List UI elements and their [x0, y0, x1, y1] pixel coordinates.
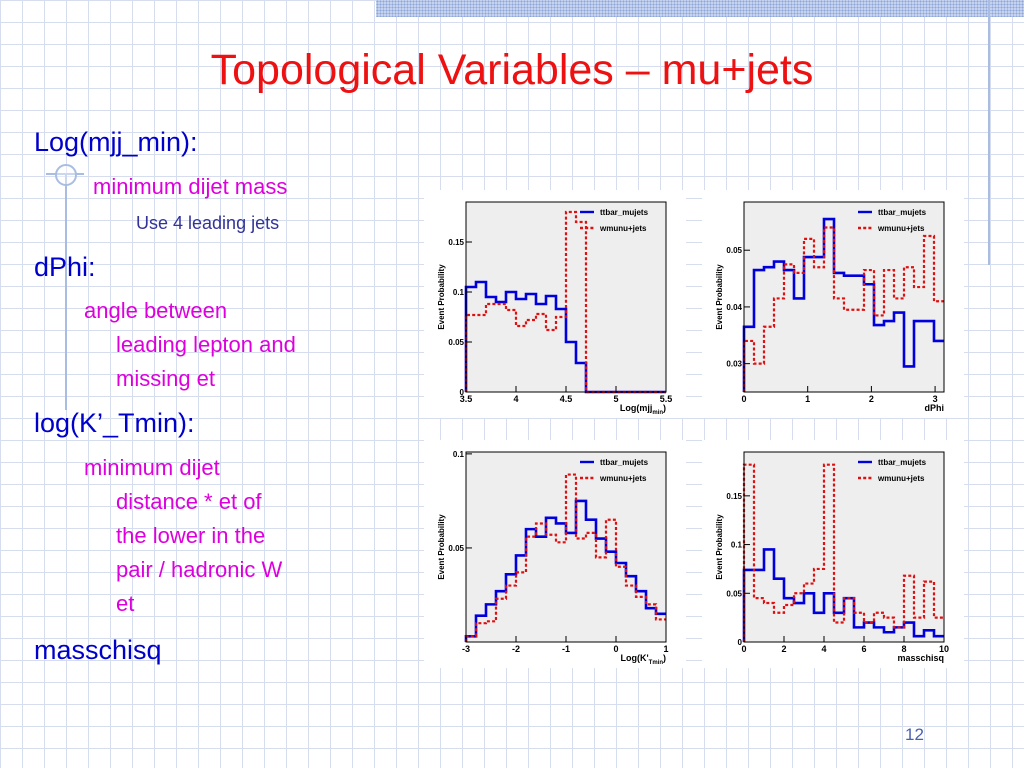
y-tick-label: 0.05	[448, 338, 464, 347]
legend-label: wmunu+jets	[877, 224, 925, 233]
wmunu-series-line	[464, 210, 666, 394]
x-axis-label-suffix: )	[663, 403, 666, 413]
bullet-log-kt-min: log(K’_Tmin):	[34, 408, 195, 438]
x-tick-label: 6	[861, 644, 866, 654]
x-tick-label: -3	[462, 644, 470, 654]
x-tick-label: 3	[933, 394, 938, 404]
y-tick-label: 0.15	[726, 492, 742, 501]
chart-svg: 3.5 4 4.5 5 5.5 0 0.05 0.1 0.15 Event Probability…	[424, 190, 686, 418]
y-tick-label: 0.03	[726, 360, 742, 369]
wmunu-series-line	[742, 226, 944, 392]
plot-area	[466, 452, 666, 642]
x-axis-label-main: Log(mjj	[620, 403, 653, 413]
plot-area	[744, 202, 944, 392]
bullet-minimum-dijet-distance: minimum dijet distance * et of the lower…	[84, 451, 282, 621]
y-axis-label: Event Probability	[437, 264, 446, 330]
x-tick-label: 1	[663, 644, 668, 654]
text-line: pair / hadronic W	[116, 557, 283, 582]
text-line: distance * et of	[116, 489, 262, 514]
x-axis-label: masschisq	[897, 653, 944, 663]
x-tick-label: 0	[613, 644, 618, 654]
x-tick-label: 3.5	[460, 394, 473, 404]
x-tick-label: 8	[901, 644, 906, 654]
chart-svg: 0 2 4 6 8 10 0 0.05 0.1 0.15 Event Probability mass…	[702, 440, 964, 668]
bullet-dphi: dPhi:	[34, 252, 96, 282]
text-line: minimum dijet	[84, 455, 220, 480]
ring-decor	[55, 164, 77, 186]
x-tick-label: 1	[805, 394, 810, 404]
text-line: angle between	[84, 298, 228, 323]
chart-svg: -3 -2 -1 0 1 0.05 0.1 Event Probability Log(K'Tm…	[424, 440, 686, 668]
y-tick-label: 0.15	[448, 238, 464, 247]
x-tick-label: 5.5	[660, 394, 673, 404]
x-tick-label: 10	[939, 644, 949, 654]
legend-label: wmunu+jets	[877, 474, 925, 483]
x-tick-label: -2	[512, 644, 520, 654]
y-tick-label: 0	[738, 638, 743, 647]
x-tick-label: -1	[562, 644, 570, 654]
y-tick-label: 0.04	[726, 303, 742, 312]
x-axis-label-subscript: Tmin	[649, 660, 664, 666]
y-tick-label: 0.05	[726, 246, 742, 255]
x-tick-label: 5	[613, 394, 618, 404]
x-axis-label: dPhi	[925, 403, 945, 413]
plot-frame	[743, 201, 945, 393]
y-tick-label: 0.1	[453, 450, 465, 459]
ttbar-series-line	[464, 280, 666, 394]
chart-log-mjj-min: 3.5 4 4.5 5 5.5 0 0.05 0.1 0.15 Event Probability…	[424, 190, 686, 418]
x-axis-label: Log(K'Tmin)	[621, 653, 666, 666]
bullet-masschisq: masschisq	[34, 635, 162, 665]
x-axis-label-subscript: min	[652, 410, 663, 416]
y-axis-label: Event Probability	[437, 514, 446, 580]
x-axis-label: Log(mjjmin)	[620, 403, 666, 416]
legend-label: wmunu+jets	[599, 474, 647, 483]
legend-label: ttbar_mujets	[600, 208, 649, 217]
y-tick-label: 0.1	[453, 288, 465, 297]
text-line: leading lepton and	[116, 332, 296, 357]
x-axis-label-main: Log(K'	[621, 653, 649, 663]
legend-label: ttbar_mujets	[600, 458, 649, 467]
legend-label: ttbar_mujets	[878, 208, 927, 217]
plot-frame	[743, 451, 945, 643]
ttbar-series-line	[742, 217, 944, 392]
y-tick-label: 0.05	[726, 589, 742, 598]
text-line: et	[116, 591, 135, 616]
x-tick-label: 4.5	[560, 394, 573, 404]
slide-title: Topological Variables – mu+jets	[210, 46, 814, 94]
bullet-use-4-leading-jets: Use 4 leading jets	[136, 213, 280, 233]
x-tick-label: 4	[821, 644, 826, 654]
x-tick-label: 0	[741, 394, 746, 404]
left-decorative-rule	[65, 175, 67, 410]
chart-log-kt-min: -3 -2 -1 0 1 0.05 0.1 Event Probability Log(K'Tm…	[424, 440, 686, 668]
ttbar-series-line	[742, 548, 944, 642]
y-axis-label: Event Probability	[715, 264, 724, 330]
bullet-angle-between: angle between leading lepton and missing…	[84, 294, 296, 396]
y-tick-label: 0.1	[731, 541, 743, 550]
right-decorative-rule	[988, 0, 990, 265]
y-tick-label: 0.05	[448, 544, 464, 553]
x-tick-label: 0	[741, 644, 746, 654]
y-tick-label: 0	[460, 388, 465, 397]
text-line: the lower in the	[116, 523, 266, 548]
bullet-minimum-dijet-mass: minimum dijet mass	[93, 174, 288, 199]
x-tick-label: 2	[781, 644, 786, 654]
x-axis-label-suffix: )	[663, 653, 666, 663]
chart-masschisq: 0 2 4 6 8 10 0 0.05 0.1 0.15 Event Probability mass…	[702, 440, 964, 668]
y-axis-label: Event Probability	[715, 514, 724, 580]
x-tick-label: 2	[869, 394, 874, 404]
text-line: missing et	[116, 366, 216, 391]
x-tick-label: 4	[513, 394, 518, 404]
legend-label: ttbar_mujets	[878, 458, 927, 467]
bullet-log-mjj-min: Log(mjj_min):	[34, 127, 198, 157]
top-decorative-band	[376, 0, 1024, 17]
chart-dphi: 0 1 2 3 0.03 0.04 0.05 Event Probability dPhi ttb…	[702, 190, 964, 418]
page-number: 12	[905, 725, 924, 744]
legend-label: wmunu+jets	[599, 224, 647, 233]
